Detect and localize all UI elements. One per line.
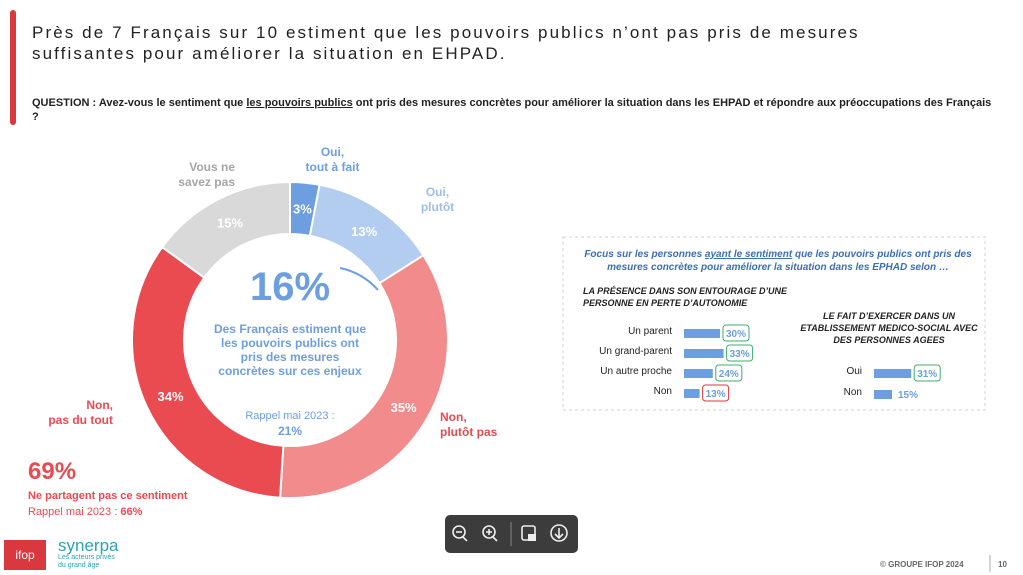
value-label: 24%: [719, 369, 739, 380]
bar: [684, 389, 700, 398]
value-label: 33%: [730, 349, 750, 360]
title-line: Près de 7 Français sur 10 estiment que l…: [32, 23, 860, 42]
value-label: 3%: [293, 202, 312, 217]
category-label: Non, pas du tout: [28, 398, 113, 428]
category-label: Non: [654, 386, 672, 397]
category-label: Vous ne savez pas: [150, 160, 235, 190]
synerpa-logo: synerpa: [58, 536, 119, 555]
side-recall-value: 66%: [120, 506, 143, 518]
category-label: Non: [844, 387, 862, 398]
bar: [684, 329, 720, 338]
accent-bar: [10, 10, 16, 125]
donut-segment: [160, 180, 291, 280]
value-label: 30%: [726, 329, 746, 340]
page-number: 10: [998, 560, 1007, 569]
value-label-box: [715, 364, 743, 382]
focus-text: Focus sur les personnes ayant le sentime…: [578, 248, 978, 274]
category-label-line: Non,: [440, 410, 467, 424]
zoom-in-button[interactable]: [482, 525, 498, 542]
value-label: 15%: [217, 215, 243, 230]
side-value: 69%: [28, 458, 77, 485]
bar: [684, 349, 724, 358]
focus-emphasis: ayant le sentiment: [704, 249, 793, 260]
decor-arc: [339, 267, 379, 291]
side-recall-label: Rappel mai 2023 :: [28, 506, 118, 518]
focus-part: que les pouvoirs publics ont pris des me…: [607, 249, 972, 273]
category-label: Un grand-parent: [599, 346, 672, 357]
category-label-line: savez pas: [178, 175, 235, 189]
category-label-line: Non,: [86, 398, 113, 412]
donut-segment: [131, 245, 285, 499]
question-text: QUESTION : Avez-vous le sentiment que: [32, 97, 247, 109]
title: Près de 7 Français sur 10 estiment que l…: [32, 22, 860, 64]
value-label: 13%: [706, 389, 726, 400]
category-label-line: pas du tout: [48, 413, 113, 427]
center-recall: Rappel mai 2023 :: [245, 410, 335, 422]
synerpa-tagline: Les acteurs privés du grand âge: [58, 554, 115, 569]
category-label: Non, plutôt pas: [440, 410, 525, 440]
category-label-line: Vous ne: [189, 160, 235, 174]
side-text: Ne partagent pas ce sentiment: [28, 490, 188, 502]
category-label: Un autre proche: [600, 366, 672, 377]
focus-box: [562, 236, 986, 411]
donut-segment: [279, 253, 449, 499]
category-label: Oui: [846, 366, 862, 377]
bar-chart-title: LE FAIT D’EXERCER DANS UN ETABLISSEMENT …: [800, 311, 978, 345]
category-label: Oui, plutôt: [395, 185, 480, 215]
bar: [874, 390, 892, 399]
value-label-box: [702, 384, 730, 402]
copyright: © GROUPE IFOP 2024: [880, 560, 964, 569]
value-label-box: [722, 324, 750, 342]
category-label-line: Oui,: [320, 145, 345, 159]
viewer-toolbar: [445, 515, 578, 553]
annotate-button[interactable]: [521, 525, 536, 541]
value-label: 31%: [917, 369, 937, 380]
bar-chart-title: LA PRÉSENCE DANS SON ENTOURAGE D’UNE PER…: [583, 286, 788, 308]
category-label-line: tout à fait: [305, 160, 360, 174]
question-text: ont pris des mesures concrètes pour amél…: [32, 97, 992, 123]
focus-part: Focus sur les personnes: [584, 249, 705, 260]
value-label-box: [726, 344, 754, 362]
side-recall: Rappel mai 2023 : 66%: [28, 506, 142, 518]
question: QUESTION : Avez-vous le sentiment que le…: [32, 96, 992, 124]
center-text: Des Français estiment que les pouvoirs p…: [213, 322, 367, 378]
bar: [874, 369, 912, 378]
category-label-line: Oui,: [425, 185, 450, 199]
value-label: 35%: [391, 400, 417, 415]
value-label: 13%: [351, 224, 377, 239]
value-label: 15%: [898, 390, 918, 401]
category-label-line: plutôt: [420, 200, 455, 214]
category-label-line: plutôt pas: [440, 425, 498, 439]
value-label-box: [913, 364, 941, 382]
category-label: Oui, tout à fait: [290, 145, 375, 175]
title-line: suffisantes pour améliorer la situation …: [32, 44, 507, 63]
category-label: Un parent: [628, 326, 672, 337]
center-value: 16%: [249, 265, 331, 309]
value-label: 34%: [158, 389, 184, 404]
zoom-out-button[interactable]: [452, 525, 468, 542]
center-recall-value: 21%: [277, 424, 303, 438]
question-emphasis: les pouvoirs publics: [246, 97, 353, 109]
download-button[interactable]: [550, 524, 568, 542]
bar: [684, 369, 713, 378]
ifop-logo: ifop: [4, 540, 46, 570]
